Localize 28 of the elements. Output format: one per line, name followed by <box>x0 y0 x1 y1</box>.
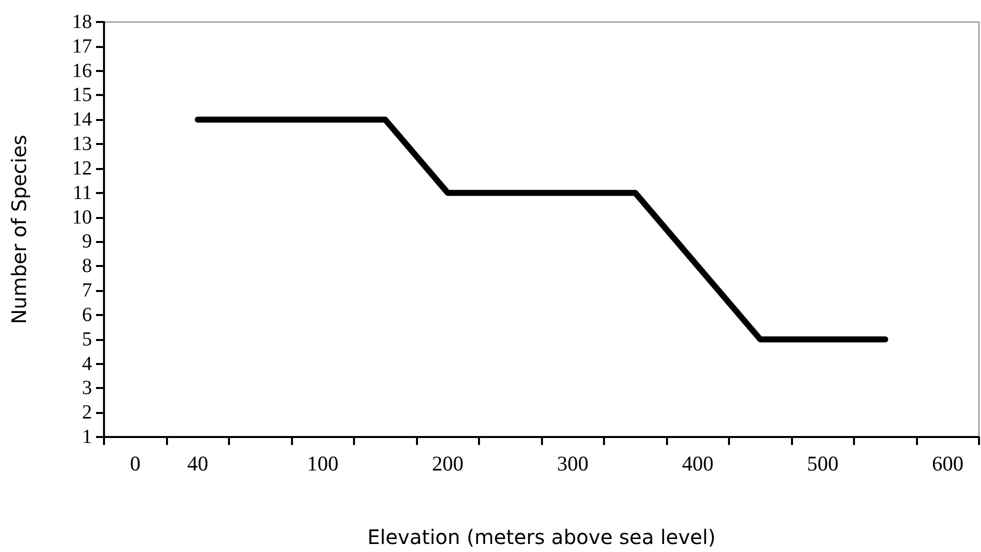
y-tick-label: 9 <box>82 230 92 253</box>
x-tick-label: 600 <box>932 452 964 476</box>
y-tick-label: 14 <box>72 108 92 131</box>
y-tick-label: 10 <box>72 206 92 228</box>
x-axis-title: Elevation (meters above sea level) <box>367 525 716 549</box>
x-tick-label: 0 <box>130 452 140 476</box>
x-tick-label: 40 <box>187 452 208 476</box>
x-tick-label: 500 <box>807 452 838 476</box>
y-tick-label: 6 <box>82 304 92 326</box>
y-tick-label: 15 <box>72 84 92 106</box>
y-tick-label: 13 <box>72 133 92 156</box>
x-tick-label: 200 <box>432 452 464 476</box>
x-tick-label: 300 <box>557 452 588 476</box>
y-tick-label: 1 <box>82 426 92 448</box>
x-tick-label: 100 <box>307 452 338 476</box>
y-tick-label: 5 <box>82 328 92 350</box>
y-axis-title: Number of Species <box>7 134 31 324</box>
x-tick-label: 400 <box>682 452 714 476</box>
y-tick-label: 4 <box>82 352 92 375</box>
y-tick-label: 17 <box>72 35 92 58</box>
y-tick-label: 7 <box>82 280 92 302</box>
y-tick-label: 3 <box>82 377 92 400</box>
y-tick-label: 12 <box>72 157 92 180</box>
y-tick-label: 2 <box>82 402 92 424</box>
y-tick-label: 8 <box>82 255 92 278</box>
y-tick-label: 16 <box>72 60 92 82</box>
y-tick-label: 18 <box>72 11 92 33</box>
y-tick-label: 11 <box>72 182 92 204</box>
